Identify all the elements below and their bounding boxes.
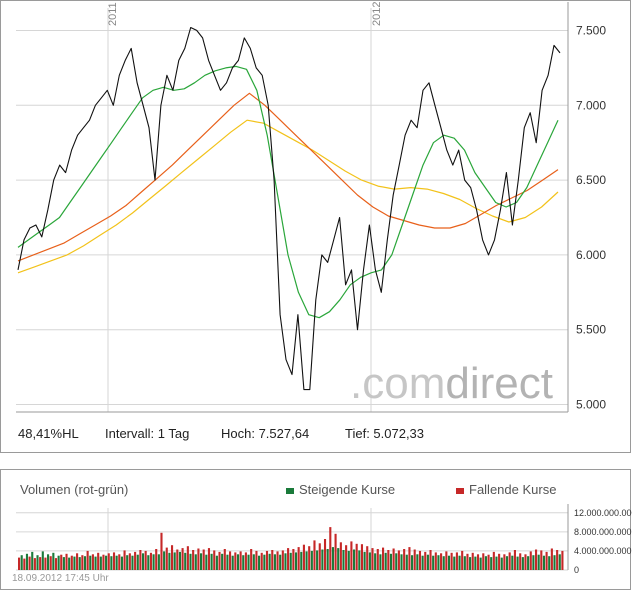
ytick-label: 5.500 bbox=[576, 323, 606, 337]
price-chart-panel bbox=[0, 0, 631, 453]
low-value: Tief: 5.072,33 bbox=[345, 426, 425, 441]
series-line-3 bbox=[17, 119, 559, 274]
legend-falling-label: Fallende Kurse bbox=[469, 482, 557, 497]
watermark: .comdirect bbox=[350, 359, 553, 408]
ytick-label: 7.000 bbox=[576, 98, 606, 112]
ytick-label: 5.000 bbox=[576, 398, 606, 412]
high-value: Hoch: 7.527,64 bbox=[221, 426, 310, 441]
timestamp: 18.09.2012 17:45 Uhr bbox=[12, 573, 109, 584]
legend-falling-swatch bbox=[456, 487, 464, 494]
series-line-1 bbox=[17, 65, 559, 319]
series-line-2 bbox=[17, 92, 559, 262]
price-chart: .comdirect 5.000 5.500 6.000 6.500 7.000 7.50… bbox=[16, 2, 606, 413]
ytick-label: 7.500 bbox=[576, 23, 606, 37]
hl-ratio: 48,41%HL bbox=[18, 426, 79, 441]
year-label-2012: 2012 bbox=[371, 2, 383, 26]
year-label-2011: 2011 bbox=[107, 2, 119, 26]
series-line-0 bbox=[17, 26, 561, 391]
legend-rising-label: Steigende Kurse bbox=[299, 482, 396, 497]
volume-title: Volumen (rot-grün) bbox=[20, 482, 129, 497]
legend-rising-swatch bbox=[286, 487, 294, 494]
legend-rising: Steigende Kurse bbox=[286, 482, 395, 497]
interval-label: Intervall: 1 Tag bbox=[105, 426, 190, 441]
ytick-label: 6.500 bbox=[576, 173, 606, 187]
legend-falling: Fallende Kurse bbox=[456, 482, 556, 497]
ytick-label: 6.000 bbox=[576, 248, 606, 262]
